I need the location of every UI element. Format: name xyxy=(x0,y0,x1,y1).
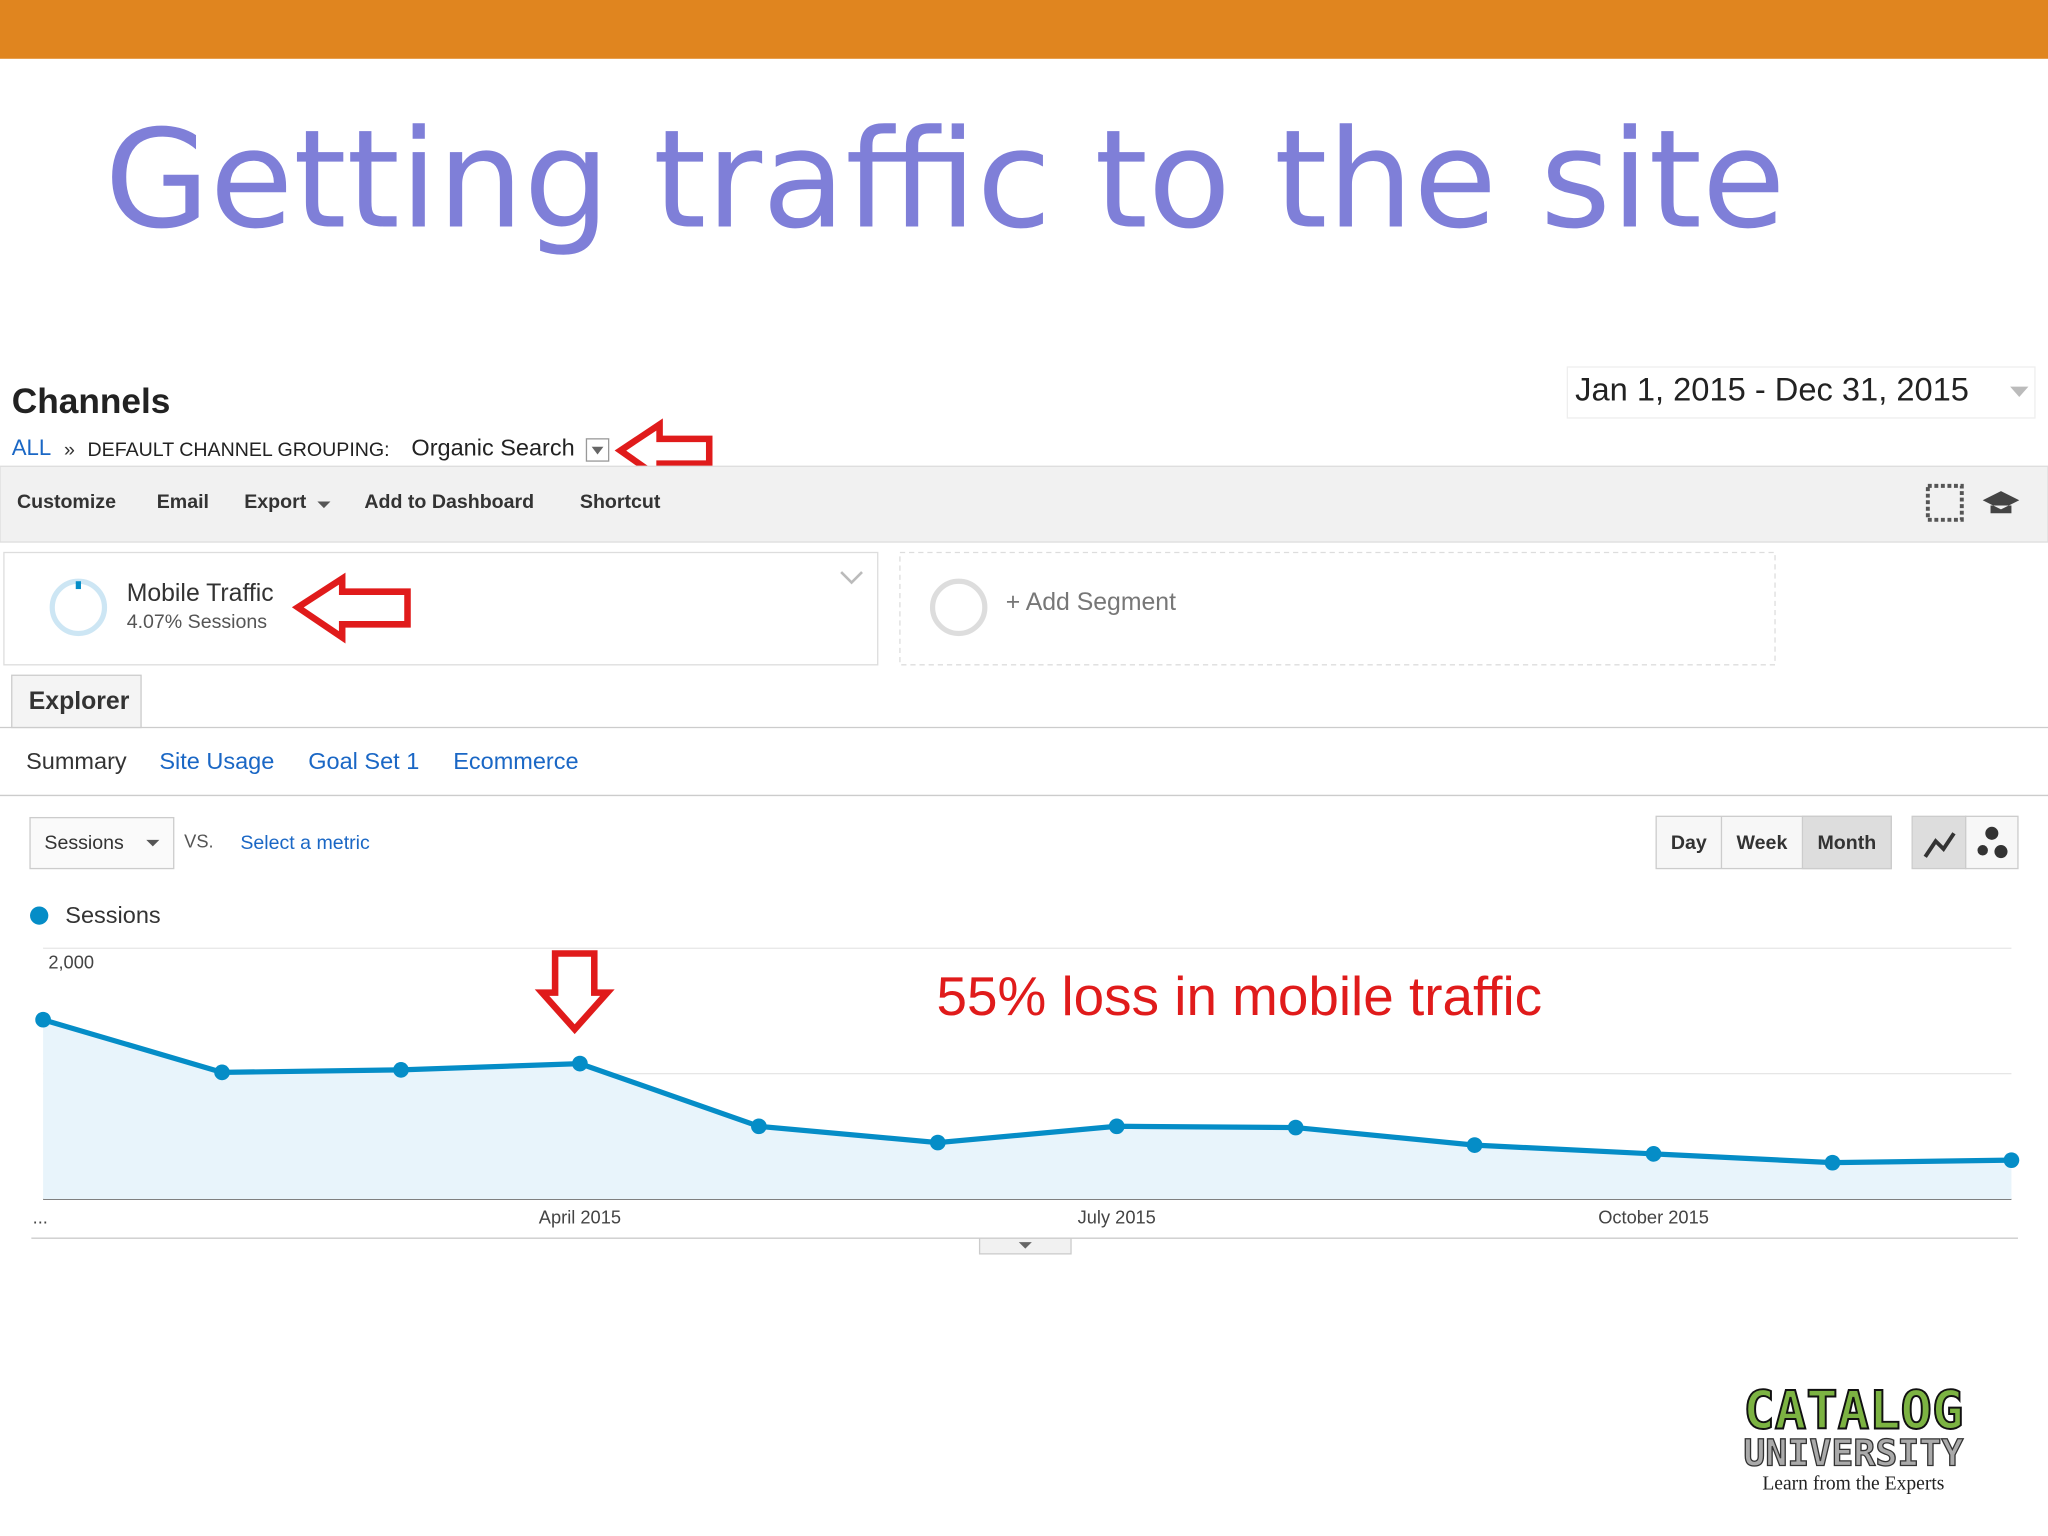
metric-caret xyxy=(146,839,160,847)
x-start-label: ... xyxy=(33,1206,48,1227)
period-active xyxy=(1801,815,1892,870)
help-icon[interactable] xyxy=(1982,491,2020,514)
logo-tagline: Learn from the Experts xyxy=(1762,1474,1944,1495)
point xyxy=(1287,1119,1304,1136)
breadcrumb-separator: » xyxy=(64,439,75,461)
date-range[interactable]: Jan 1, 2015 - Dec 31, 2015 xyxy=(1575,370,1969,407)
toolbar-item[interactable]: Export xyxy=(244,491,306,513)
slide-title: Getting traffic to the site xyxy=(104,101,1785,259)
red-arrow xyxy=(291,572,411,644)
point xyxy=(572,1055,588,1072)
breadcrumb-value: Organic Search xyxy=(411,435,574,461)
motion-icon xyxy=(1977,826,2008,859)
explorer-tab-label[interactable]: Explorer xyxy=(29,688,130,715)
breadcrumb-all[interactable]: ALL xyxy=(12,435,51,460)
legend-label: Sessions xyxy=(65,902,160,928)
toolbar-item[interactable]: Email xyxy=(157,491,209,513)
line xyxy=(42,1017,2012,1166)
segment-chevron[interactable] xyxy=(840,571,863,585)
toolbar-item[interactable]: Add to Dashboard xyxy=(364,491,534,513)
logo-sub: UNIVERSITY xyxy=(1743,1432,1963,1475)
toolbar-item[interactable]: Customize xyxy=(17,491,116,513)
export-caret xyxy=(317,501,331,509)
vs-label: VS. xyxy=(184,830,213,851)
subtab[interactable]: Goal Set 1 xyxy=(308,748,419,774)
logo-name: CATALOG xyxy=(1743,1382,1963,1442)
y-tick-label: 2,000 xyxy=(48,952,94,973)
subtab[interactable]: Summary xyxy=(26,748,127,774)
add-segment-ring xyxy=(929,578,988,637)
report-title: Channels xyxy=(12,382,171,421)
x-tick-label: July 2015 xyxy=(1078,1206,1156,1227)
segment-detail: 4.07% Sessions xyxy=(127,611,268,633)
metric[interactable]: Sessions xyxy=(44,832,124,854)
line-icon xyxy=(1923,832,1956,858)
date-caret xyxy=(2010,386,2029,398)
date-range-box[interactable] xyxy=(1566,366,2036,419)
period-button[interactable]: Week xyxy=(1737,832,1788,854)
red-down-arrow xyxy=(534,950,615,1035)
legend-marker xyxy=(30,906,49,925)
segment-box[interactable] xyxy=(3,551,879,666)
toolbar xyxy=(0,465,2048,543)
add-segment[interactable]: + Add Segment xyxy=(1006,589,1176,616)
point xyxy=(1824,1154,1841,1171)
x-tick-label: April 2015 xyxy=(539,1206,621,1227)
expand-caret xyxy=(1018,1242,1032,1249)
point xyxy=(751,1118,767,1135)
period-button[interactable]: Day xyxy=(1671,832,1707,854)
top-bar xyxy=(0,0,2048,59)
point xyxy=(1466,1137,1483,1153)
explorer-tab[interactable] xyxy=(11,674,142,729)
annotation: 55% loss in mobile traffic xyxy=(936,965,1542,1027)
point xyxy=(214,1064,230,1081)
add-segment-box[interactable] xyxy=(899,551,1776,666)
subtab[interactable]: Ecommerce xyxy=(453,748,578,774)
toolbar-item[interactable]: Shortcut xyxy=(580,491,661,513)
point xyxy=(393,1062,409,1078)
point xyxy=(1108,1118,1125,1135)
point xyxy=(1645,1146,1662,1162)
breadcrumb-grouping: DEFAULT CHANNEL GROUPING: xyxy=(88,439,390,461)
grid-icon[interactable] xyxy=(1925,483,1964,522)
area xyxy=(43,1019,2012,1200)
subtab[interactable]: Site Usage xyxy=(159,748,274,774)
select-metric[interactable]: Select a metric xyxy=(240,832,370,854)
segment-name: Mobile Traffic xyxy=(127,580,274,607)
point xyxy=(35,1011,51,1028)
x-tick-label: October 2015 xyxy=(1598,1206,1709,1227)
period-button[interactable]: Month xyxy=(1817,832,1876,854)
dropdown-caret xyxy=(591,446,604,455)
point xyxy=(2003,1152,2020,1168)
motion-view-button[interactable] xyxy=(1965,815,2019,870)
point xyxy=(929,1134,946,1151)
